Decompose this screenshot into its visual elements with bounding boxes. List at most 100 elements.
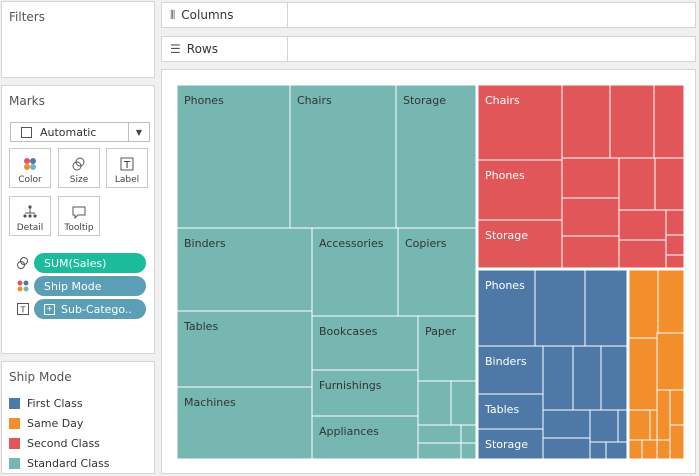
treemap-tile[interactable] xyxy=(656,332,685,391)
treemap-tile[interactable] xyxy=(289,84,397,229)
detail-button[interactable]: Detail xyxy=(9,196,51,236)
chevron-down-icon[interactable]: ▼ xyxy=(128,123,149,141)
treemap-tile-label: Binders xyxy=(485,355,527,368)
size-button[interactable]: Size xyxy=(58,148,100,188)
treemap-tile[interactable] xyxy=(176,386,313,460)
treemap-tile[interactable] xyxy=(669,389,685,426)
treemap-tile[interactable] xyxy=(176,227,313,312)
treemap-tile[interactable] xyxy=(618,157,656,211)
treemap-tile[interactable] xyxy=(477,345,544,395)
treemap-tile[interactable] xyxy=(176,84,291,229)
color-icon xyxy=(16,279,30,293)
label-field-row: T + Sub-Catego.. xyxy=(16,299,146,319)
treemap-tile[interactable] xyxy=(584,269,628,347)
treemap-tile[interactable] xyxy=(311,315,419,371)
treemap-tile[interactable] xyxy=(395,84,477,229)
marks-title: Marks xyxy=(9,94,45,108)
treemap-tile[interactable] xyxy=(561,157,620,199)
legend-item[interactable]: Same Day xyxy=(9,415,83,431)
filters-panel[interactable]: Filters xyxy=(1,1,155,78)
legend-swatch xyxy=(9,457,20,469)
tooltip-button[interactable]: Tooltip xyxy=(58,196,100,236)
treemap-tile[interactable] xyxy=(477,393,544,430)
treemap-tile[interactable] xyxy=(450,380,477,426)
treemap-tile-label: Furnishings xyxy=(319,379,382,392)
treemap-tile-label: Accessories xyxy=(319,237,384,250)
treemap-tile[interactable] xyxy=(618,209,667,241)
treemap-tile[interactable] xyxy=(542,409,591,439)
color-field-row: Ship Mode xyxy=(16,276,146,296)
treemap-tile[interactable] xyxy=(669,424,685,460)
treemap-tile[interactable] xyxy=(477,84,563,161)
treemap-tile[interactable] xyxy=(589,409,619,443)
treemap-tile[interactable] xyxy=(477,159,563,221)
legend-swatch xyxy=(9,437,20,449)
treemap-tile[interactable] xyxy=(649,409,658,441)
treemap-tile[interactable] xyxy=(665,209,685,236)
label-button[interactable]: T Label xyxy=(106,148,148,188)
treemap-tile[interactable] xyxy=(417,315,477,382)
treemap-tile[interactable] xyxy=(417,380,452,426)
treemap-tile[interactable] xyxy=(628,269,659,339)
treemap-tile[interactable] xyxy=(618,239,667,269)
legend-item[interactable]: First Class xyxy=(9,395,83,411)
treemap-tile-label: Storage xyxy=(403,94,446,107)
treemap-tile-label: Storage xyxy=(485,229,528,242)
treemap-tile[interactable] xyxy=(609,84,655,159)
treemap-tile[interactable] xyxy=(477,219,563,269)
treemap-tile[interactable] xyxy=(628,439,643,460)
treemap-tile[interactable] xyxy=(542,345,574,411)
legend-item[interactable]: Second Class xyxy=(9,435,100,451)
treemap-tile[interactable] xyxy=(311,369,419,417)
treemap-tile[interactable] xyxy=(656,389,671,441)
treemap-tile[interactable] xyxy=(665,254,685,269)
rows-shelf[interactable]: ☰ Rows xyxy=(161,36,696,62)
treemap-tile[interactable] xyxy=(561,235,620,269)
color-icon xyxy=(10,153,50,175)
color-button[interactable]: Color xyxy=(9,148,51,188)
treemap-tile[interactable] xyxy=(477,428,544,460)
treemap-tile[interactable] xyxy=(600,345,628,411)
treemap-tile[interactable] xyxy=(665,234,685,256)
treemap-tile[interactable] xyxy=(657,269,685,334)
treemap-tile[interactable] xyxy=(641,439,658,460)
treemap-tile-label: Storage xyxy=(485,438,528,451)
treemap-tile-label: Paper xyxy=(425,325,457,338)
size-icon xyxy=(16,256,30,270)
treemap-tile[interactable] xyxy=(460,442,477,460)
treemap-tile[interactable] xyxy=(653,84,685,159)
color-label: Color xyxy=(18,175,42,185)
mark-type-dropdown[interactable]: Automatic ▼ xyxy=(10,122,150,142)
legend-item[interactable]: Standard Class xyxy=(9,455,109,471)
treemap-tile[interactable] xyxy=(561,84,611,159)
sum-sales-pill[interactable]: SUM(Sales) xyxy=(34,253,146,273)
treemap-tile[interactable] xyxy=(605,441,628,460)
treemap-tile[interactable] xyxy=(617,409,628,443)
ship-mode-pill[interactable]: Ship Mode xyxy=(34,276,146,296)
expand-icon[interactable]: + xyxy=(44,303,55,315)
label-icon: T xyxy=(16,302,30,316)
treemap-tile[interactable] xyxy=(628,337,658,411)
treemap-tile[interactable] xyxy=(656,439,671,460)
treemap-tile[interactable] xyxy=(542,437,591,460)
treemap-tile[interactable] xyxy=(561,197,620,237)
treemap-tile[interactable] xyxy=(589,441,607,460)
treemap-tile-label: Binders xyxy=(184,237,226,250)
treemap-tile[interactable] xyxy=(572,345,602,411)
treemap-tile[interactable] xyxy=(654,157,685,211)
treemap-tile[interactable] xyxy=(460,424,477,444)
label-label: Label xyxy=(114,175,140,185)
treemap-tile[interactable] xyxy=(628,409,651,441)
treemap-tile-label: Copiers xyxy=(405,237,447,250)
columns-label: Columns xyxy=(181,8,234,22)
size-label: Size xyxy=(69,175,89,185)
sub-category-pill[interactable]: + Sub-Catego.. xyxy=(34,299,146,319)
treemap-tile[interactable] xyxy=(534,269,586,347)
treemap-tile[interactable] xyxy=(417,424,462,444)
treemap-tile[interactable] xyxy=(397,227,477,317)
mark-type-icon xyxy=(21,126,32,138)
columns-shelf[interactable]: ⦀ Columns xyxy=(161,2,696,28)
treemap-tile[interactable] xyxy=(417,442,462,460)
treemap-tile[interactable] xyxy=(311,415,419,460)
